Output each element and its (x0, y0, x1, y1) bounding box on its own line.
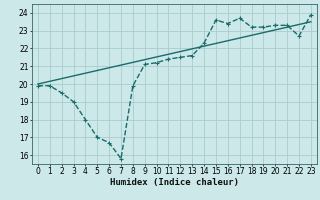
X-axis label: Humidex (Indice chaleur): Humidex (Indice chaleur) (110, 178, 239, 187)
